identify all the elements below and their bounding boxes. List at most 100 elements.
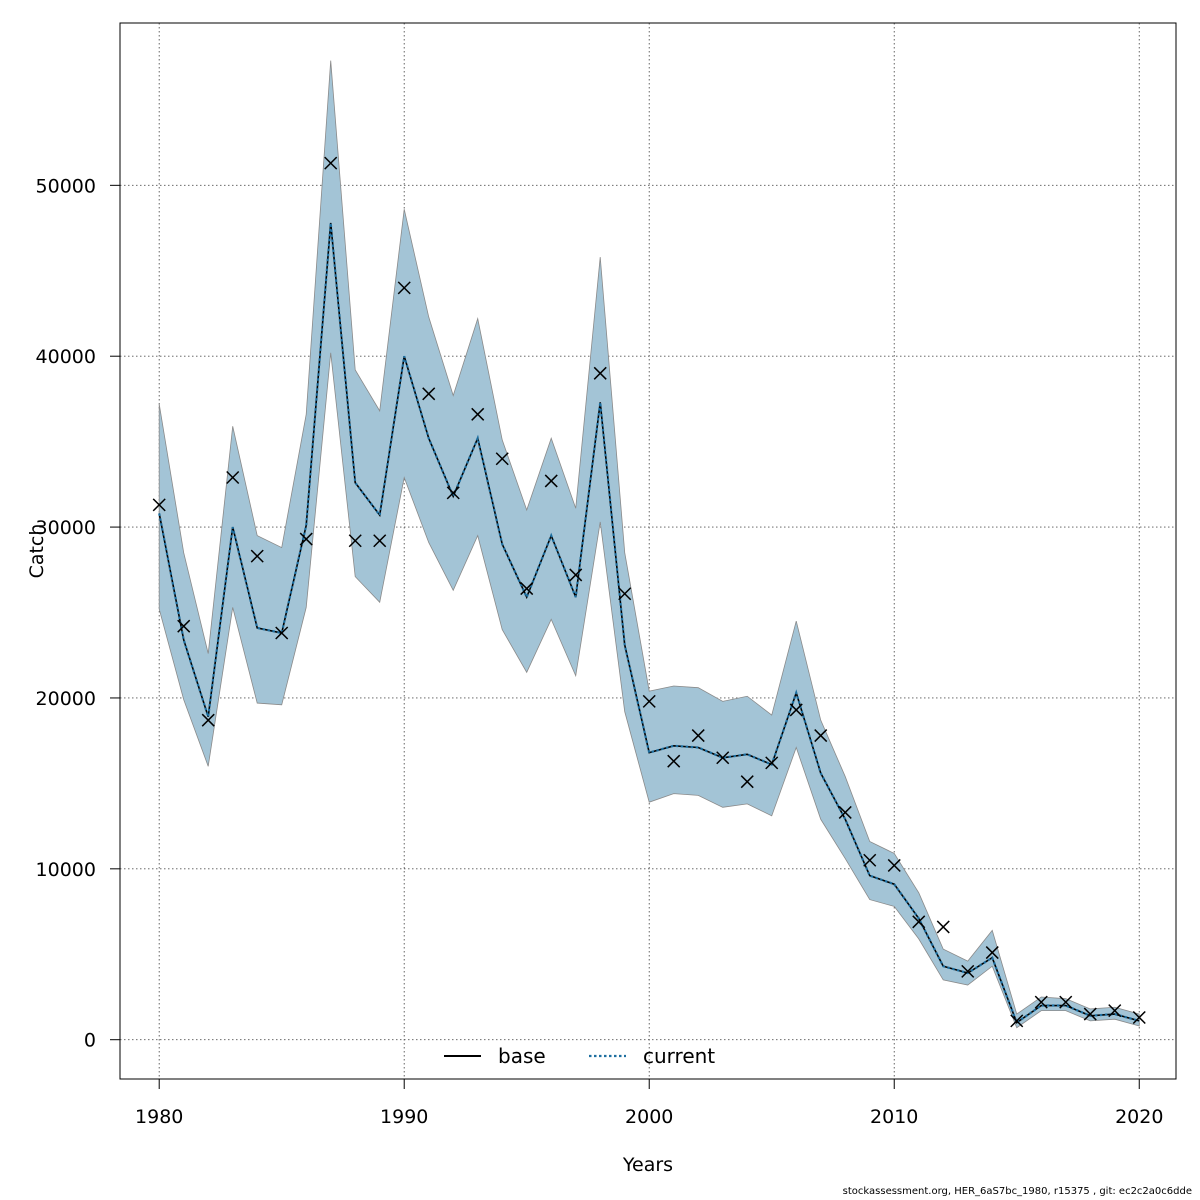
marker-stroke-b [275,626,289,640]
observation-marker-2007 [814,729,828,743]
observation-marker-2008 [838,805,852,819]
legend: base current [444,1044,715,1068]
marker-stroke-b [716,751,730,765]
series-lines [158,222,1140,1025]
observation-marker-1993 [471,407,485,421]
marker-stroke-b [740,775,754,789]
observation-marker-1996 [544,474,558,488]
marker-stroke-b [1083,1007,1097,1021]
marker-stroke-b [691,729,705,743]
observation-marker-1990 [397,281,411,295]
marker-stroke-b [642,694,656,708]
marker-stroke-b [789,703,803,717]
marker-stroke-b [495,452,509,466]
observation-marker-1981 [177,619,191,633]
observation-marker-2016 [1034,995,1048,1009]
y-tick-label-40000: 40000 [36,346,96,368]
axes: 1980 1990 2000 2010 2020 0 10000 20000 30000 4000… [36,175,1164,1128]
marker-stroke-b [936,920,950,934]
x-tick-label-1980: 1980 [135,1106,183,1128]
x-tick-label-2010: 2010 [870,1106,918,1128]
observation-marker-1995 [520,582,534,596]
marker-stroke-b [912,915,926,929]
marker-stroke-b [397,281,411,295]
observation-marker-2013 [961,964,975,978]
marker-stroke-b [152,498,166,512]
marker-stroke-b [373,534,387,548]
grid-lines [120,23,1176,1079]
x-axis-title: Years [622,1154,673,1176]
series-line-current [158,222,1140,1025]
observation-marker-2018 [1083,1007,1097,1021]
observation-marker-1999 [618,587,632,601]
marker-stroke-b [226,470,240,485]
marker-stroke-b [569,568,583,582]
marker-stroke-b [863,853,877,867]
marker-stroke-b [961,964,975,978]
marker-stroke-b [446,486,460,500]
x-tick-label-2000: 2000 [625,1106,673,1128]
x-tick-label-1990: 1990 [380,1106,428,1128]
y-tick-label-20000: 20000 [36,688,96,710]
observation-marker-2019 [1108,1004,1122,1018]
marker-stroke-b [618,587,632,601]
y-tick-label-0: 0 [84,1030,96,1052]
observation-marker-2002 [691,729,705,743]
y-axis-title: Catch [26,524,48,579]
x-tick-label-2020: 2020 [1115,1106,1163,1128]
observation-marker-1997 [569,568,583,582]
observation-marker-1987 [324,156,338,170]
marker-stroke-b [765,756,779,770]
series-line-base [158,222,1140,1024]
y-tick-label-50000: 50000 [36,175,96,197]
marker-stroke-b [520,582,534,596]
marker-stroke-b [471,407,485,421]
marker-stroke-b [814,729,828,743]
observation-marker-2015 [1010,1014,1024,1028]
observation-marker-2011 [912,915,926,929]
observation-marker-1992 [446,486,460,500]
observation-marker-1986 [299,532,313,546]
observation-marker-1988 [348,534,362,548]
confidence-band-area [158,60,1140,1029]
plot-frame [119,22,1177,1080]
observation-marker-1998 [593,366,607,380]
marker-stroke-b [1108,1004,1122,1018]
marker-stroke-b [250,549,264,563]
marker-stroke-b [544,474,558,488]
observation-marker-2014 [985,946,999,960]
marker-stroke-b [1010,1014,1024,1028]
observation-marker-1983 [226,470,240,485]
marker-stroke-b [838,805,852,819]
observation-marker-2020 [1132,1010,1146,1025]
observation-marker-1989 [373,534,387,548]
marker-stroke-b [887,858,901,872]
marker-stroke-b [593,366,607,380]
footnote: stockassessment.org, HER_6aS7bc_1980, r1… [842,1186,1192,1197]
observation-marker-2003 [716,751,730,765]
y-tick-label-10000: 10000 [36,859,96,881]
marker-stroke-b [1132,1010,1146,1025]
marker-stroke-b [299,532,313,546]
observation-marker-2006 [789,703,803,717]
observation-markers [152,156,1146,1028]
marker-stroke-b [667,754,681,768]
observation-marker-1984 [250,549,264,563]
observation-marker-2005 [765,756,779,770]
marker-stroke-b [177,619,191,633]
observation-marker-1994 [495,452,509,466]
marker-stroke-b [348,534,362,548]
marker-stroke-b [324,156,338,170]
observation-marker-2010 [887,858,901,872]
confidence-band [158,60,1140,1029]
legend-label-current: current [643,1044,715,1068]
observation-marker-2017 [1059,995,1073,1009]
observation-marker-1991 [422,387,436,401]
observation-marker-2001 [667,754,681,768]
observation-marker-2009 [863,853,877,867]
observation-marker-1980 [152,498,166,512]
observation-marker-2000 [642,694,656,708]
y-tick-label-30000: 30000 [36,517,96,539]
observation-marker-2012 [936,920,950,934]
